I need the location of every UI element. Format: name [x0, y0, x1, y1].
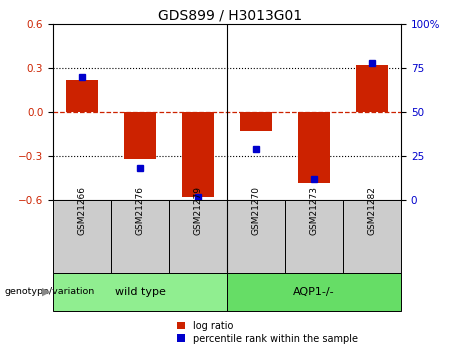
Bar: [66, 80, 98, 112]
Bar: [343, 200, 401, 273]
Text: wild type: wild type: [115, 287, 165, 296]
Text: GSM21270: GSM21270: [252, 186, 260, 235]
Bar: [53, 273, 227, 310]
Bar: [111, 200, 169, 273]
Bar: [240, 112, 272, 131]
Bar: [285, 200, 343, 273]
Legend: log ratio, percentile rank within the sample: log ratio, percentile rank within the sa…: [177, 321, 358, 344]
Bar: [182, 112, 214, 197]
Text: AQP1-/-: AQP1-/-: [293, 287, 335, 296]
Text: GSM21276: GSM21276: [136, 186, 145, 235]
Bar: [298, 112, 330, 183]
Bar: [124, 112, 156, 159]
Text: GSM21279: GSM21279: [194, 186, 202, 235]
Text: genotype/variation: genotype/variation: [5, 287, 95, 296]
Text: GSM21273: GSM21273: [309, 186, 319, 235]
Bar: [169, 200, 227, 273]
Bar: [227, 273, 401, 310]
Text: GSM21282: GSM21282: [367, 186, 377, 235]
Text: ▶: ▶: [42, 287, 50, 296]
Text: GSM21266: GSM21266: [77, 186, 87, 235]
Bar: [227, 200, 285, 273]
Bar: [356, 65, 388, 112]
Bar: [53, 200, 111, 273]
Text: GDS899 / H3013G01: GDS899 / H3013G01: [159, 9, 302, 23]
